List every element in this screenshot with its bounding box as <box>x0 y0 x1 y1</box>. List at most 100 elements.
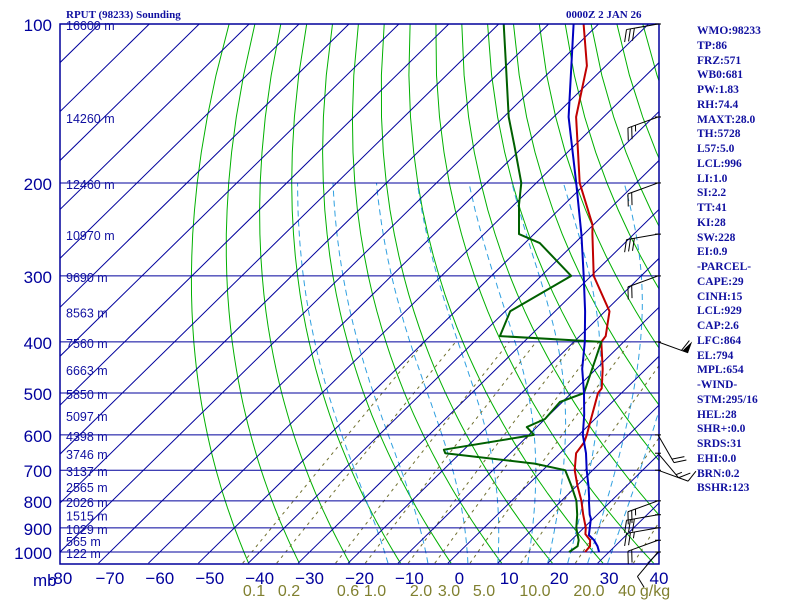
height-label: 122 m <box>66 547 101 561</box>
wind-barb-tick <box>632 518 635 532</box>
index-row: RH:74.4 <box>697 98 739 111</box>
temperature-tick-label: −40 <box>245 569 274 588</box>
wind-barb-tick <box>624 29 627 43</box>
wind-barb <box>624 527 661 546</box>
isotherm <box>60 24 200 162</box>
wind-barb-staff <box>627 500 659 513</box>
pressure-tick-label: 1000 <box>14 544 52 563</box>
dry-adiabat <box>435 24 654 564</box>
isotherm <box>0 24 49 563</box>
wind-barb-flag <box>682 341 693 353</box>
isotherm <box>60 24 450 406</box>
height-label: 4398 m <box>66 430 108 444</box>
wind-barb <box>627 275 661 300</box>
mixing-ratio-line <box>469 341 631 564</box>
wind-barb-tick <box>628 519 631 533</box>
temperature-tick-label: 40 <box>650 569 669 588</box>
index-row: FRZ:571 <box>697 54 742 67</box>
wind-barb <box>624 23 661 43</box>
index-row: CINH:15 <box>697 290 743 303</box>
isotherm <box>347 257 659 564</box>
wind-barb-tick <box>628 532 631 546</box>
wind-barb-tick <box>632 238 635 251</box>
isotherm <box>247 159 659 564</box>
temperature-tick-label: 0 <box>455 569 464 588</box>
dry-adiabat <box>564 24 659 290</box>
index-row: CAPE:29 <box>697 275 744 288</box>
index-row: EHI:0.0 <box>697 452 737 465</box>
index-row: KI:28 <box>697 216 726 229</box>
height-label: 1515 m <box>66 510 108 524</box>
index-row: EI:0.9 <box>697 246 728 259</box>
height-label: 16600 m <box>66 19 115 33</box>
index-row: LI:1.0 <box>697 172 728 185</box>
moist-adiabat <box>607 408 659 564</box>
dry-adiabat <box>259 24 351 564</box>
temperature-tick-label: −50 <box>195 569 224 588</box>
index-row: HEL:28 <box>697 408 737 421</box>
dry-adiabat <box>351 24 503 564</box>
mixing-ratio-label: 0.2 <box>278 583 300 600</box>
mixing-ratio-line <box>407 341 576 564</box>
wind-barb <box>624 233 661 253</box>
wind-barb-staff <box>627 275 659 288</box>
wind-barb <box>655 434 687 464</box>
isotherm <box>60 24 500 455</box>
wind-barb-tick <box>628 238 631 252</box>
height-label: 3137 m <box>66 465 108 479</box>
index-row: WMO:98233 <box>697 25 761 37</box>
dry-adiabat <box>461 24 659 516</box>
isotherm <box>447 355 659 564</box>
isotherm <box>397 306 659 564</box>
moist-adiabat <box>297 182 389 564</box>
moist-adiabat <box>376 182 469 564</box>
mixing-ratio-label: 20.0 <box>573 583 604 600</box>
dry-adiabat <box>380 24 553 564</box>
pressure-tick-label: 200 <box>24 175 52 194</box>
mixing-ratio-line <box>632 521 659 564</box>
index-row: LCL:929 <box>697 305 742 318</box>
wind-barb <box>627 182 661 207</box>
height-label: 2026 m <box>66 496 108 510</box>
isotherm <box>497 404 659 564</box>
pressure-tick-label: 800 <box>24 493 52 512</box>
mixing-ratio-line <box>520 364 659 564</box>
wind-barb-staff <box>657 434 675 463</box>
plot-frame <box>59 23 660 565</box>
wind-barb-tick <box>681 340 690 351</box>
isotherm <box>60 24 350 309</box>
wind-barb-staff <box>627 182 659 195</box>
wind-barb-tick <box>624 533 627 546</box>
wind-barb <box>627 539 661 564</box>
index-row: CAP:2.6 <box>697 320 739 332</box>
pressure-tick-label: 400 <box>24 334 52 353</box>
temperature-tick-label: 20 <box>550 569 569 588</box>
temperature-tick-label: 10 <box>500 569 519 588</box>
temperature-tick-label: -80 <box>48 569 73 588</box>
chart-time: 0000Z 2 JAN 26 <box>566 9 642 21</box>
wind-barb-tick <box>624 239 627 253</box>
mixing-ratio-line <box>335 341 510 564</box>
mixing-ratio-line <box>364 341 537 564</box>
index-row: BSHR:123 <box>697 482 750 495</box>
dry-adiabat <box>322 24 452 564</box>
mixing-ratio-label: 0.1 <box>243 583 265 600</box>
index-row: SHR+:0.0 <box>697 423 746 436</box>
moist-adiabat <box>332 182 429 564</box>
mixing-ratio-line <box>276 341 457 564</box>
dry-adiabat <box>538 24 659 349</box>
index-row: -PARCEL- <box>697 261 752 273</box>
mixing-ratio-label: 2.0 <box>410 583 432 600</box>
dry-adiabat <box>291 24 401 564</box>
wind-barb <box>627 116 661 141</box>
height-label: 9690 m <box>66 271 108 285</box>
height-label: 6663 m <box>66 364 108 378</box>
height-label: 3746 m <box>66 448 108 462</box>
dry-adiabat <box>487 24 659 462</box>
mixing-ratio-label: 10.0 <box>519 583 550 600</box>
height-label: 7560 m <box>66 337 108 351</box>
index-row: TH:5728 <box>697 128 741 141</box>
dry-adiabat <box>225 24 300 564</box>
isotherm <box>148 61 659 564</box>
